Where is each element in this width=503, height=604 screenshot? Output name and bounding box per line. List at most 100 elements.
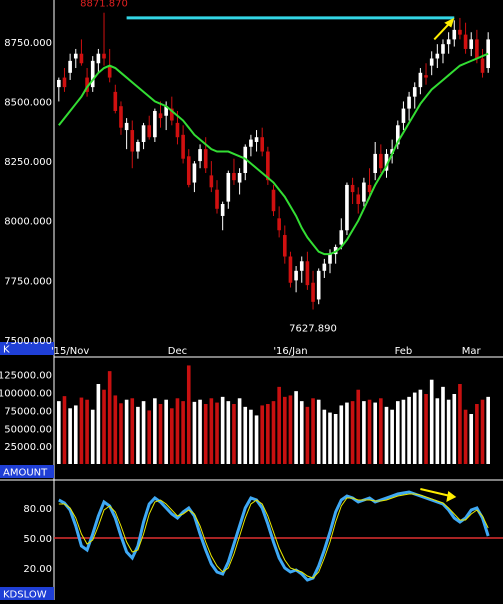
candle-body <box>294 270 298 281</box>
volume-bar <box>136 406 140 464</box>
volume-bar <box>249 409 253 464</box>
candle-body <box>441 44 445 54</box>
candle-body <box>299 261 304 271</box>
volume-bar <box>480 399 485 464</box>
candle-body <box>446 39 451 45</box>
candle-body <box>395 125 400 145</box>
volume-bar <box>68 408 72 464</box>
volume-bar <box>158 404 163 464</box>
volume-bar <box>401 399 406 464</box>
candle-body <box>424 75 428 78</box>
volume-bar <box>424 394 428 464</box>
candle-body <box>277 218 281 231</box>
price-annotation: 7627.890 <box>289 323 337 334</box>
stochastic-d-line <box>58 493 489 579</box>
volume-bar <box>486 396 490 464</box>
volume-bar <box>384 406 389 464</box>
volume-bar <box>441 386 445 464</box>
volume-bar <box>170 408 174 464</box>
candle-body <box>328 254 332 264</box>
volume-bar <box>446 399 451 464</box>
candle-body <box>429 58 434 66</box>
y-tick-label: 75000.00 <box>4 406 52 417</box>
candle-body <box>288 256 293 283</box>
volume-bar <box>266 404 270 464</box>
candle-body <box>119 106 123 128</box>
candle-body <box>356 194 361 205</box>
candle-body <box>260 137 265 152</box>
volume-bar <box>203 404 208 464</box>
candle-body <box>249 139 253 147</box>
volume-bar <box>181 401 185 464</box>
volume-bar <box>96 384 101 464</box>
axis-tag-bg <box>0 342 54 355</box>
axis-tag-label: K <box>3 345 10 356</box>
volume-bar <box>435 398 440 464</box>
candle-body <box>407 96 411 109</box>
candle-body <box>254 137 259 142</box>
price-annotation: 8871.870 <box>80 0 128 10</box>
axis-tag-bg <box>0 587 54 600</box>
volume-bar <box>311 398 315 464</box>
volume-bar <box>226 401 231 464</box>
candle-body <box>130 130 135 152</box>
volume-bar <box>390 409 394 464</box>
volume-bar <box>198 399 202 464</box>
x-tick-label: '15/Nov <box>51 346 89 357</box>
candle-body <box>107 65 112 78</box>
volume-bar <box>119 403 123 464</box>
candle-body <box>62 77 67 88</box>
candle-body <box>452 29 457 40</box>
y-tick-label: 7750.000 <box>4 276 52 287</box>
axis-tag-bg <box>0 465 54 478</box>
trend-arrow-head <box>444 17 455 28</box>
volume-bar <box>186 365 191 464</box>
volume-bar <box>282 396 287 464</box>
volume-bar <box>379 398 383 464</box>
candle-body <box>266 151 270 181</box>
candle-body <box>141 125 146 142</box>
y-tick-label: 7500.000 <box>4 336 52 347</box>
x-tick-label: Mar <box>462 346 482 357</box>
candle-body <box>124 122 129 131</box>
y-tick-label: 8750.000 <box>4 38 52 49</box>
volume-bar <box>475 404 479 464</box>
y-tick-label: 8250.000 <box>4 157 52 168</box>
candle-body <box>345 184 349 231</box>
volume-bar <box>124 399 129 464</box>
volume-bar <box>328 412 332 464</box>
volume-bar <box>322 409 327 464</box>
axis-tag-label: KDSLOW <box>3 590 47 601</box>
candle-body <box>316 270 321 300</box>
candle-body <box>350 184 355 193</box>
volume-bar <box>373 402 377 464</box>
volume-bar <box>412 392 417 464</box>
candle-body <box>362 182 366 202</box>
volume-bar <box>395 401 400 464</box>
volume-bar <box>57 401 61 464</box>
volume-bar <box>113 395 118 464</box>
volume-bar <box>350 401 355 464</box>
candle-body <box>73 53 78 59</box>
candle-body <box>458 29 462 35</box>
volume-bar <box>237 398 242 464</box>
volume-bar <box>153 398 157 464</box>
volume-bar <box>62 396 67 464</box>
volume-bar <box>215 402 219 464</box>
candle-body <box>379 153 383 169</box>
candle-body <box>68 60 72 73</box>
candle-body <box>475 39 479 59</box>
candle-body <box>215 189 219 209</box>
volume-bar <box>277 386 281 464</box>
volume-bar <box>107 371 112 464</box>
volume-bar <box>85 399 89 464</box>
volume-bar <box>73 405 78 464</box>
candle-body <box>175 122 180 138</box>
volume-bar <box>175 398 180 464</box>
candle-body <box>85 77 89 92</box>
candle-body <box>282 235 287 257</box>
x-tick-label: '16/Jan <box>273 346 307 357</box>
volume-bar <box>316 399 321 464</box>
candle-body <box>373 153 377 173</box>
